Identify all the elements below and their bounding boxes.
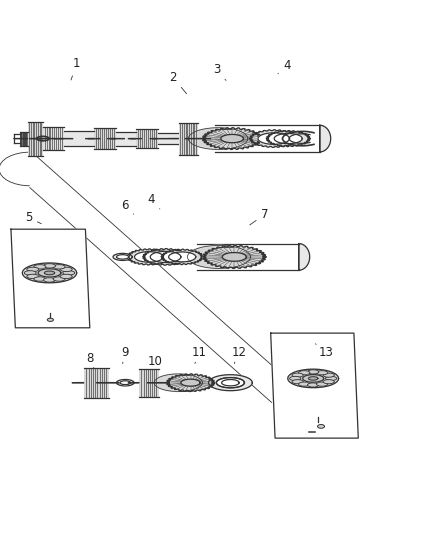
Ellipse shape bbox=[323, 379, 334, 384]
Polygon shape bbox=[274, 133, 302, 144]
Polygon shape bbox=[181, 379, 200, 386]
Bar bbox=[158, 133, 215, 144]
Polygon shape bbox=[117, 255, 129, 259]
Polygon shape bbox=[288, 369, 339, 387]
Polygon shape bbox=[166, 374, 215, 391]
Ellipse shape bbox=[318, 424, 325, 429]
Text: 11: 11 bbox=[192, 346, 207, 364]
Polygon shape bbox=[303, 375, 324, 382]
Polygon shape bbox=[208, 375, 252, 391]
Polygon shape bbox=[11, 229, 90, 328]
Polygon shape bbox=[143, 248, 188, 265]
Ellipse shape bbox=[34, 264, 46, 269]
Text: 10: 10 bbox=[148, 355, 163, 376]
Ellipse shape bbox=[43, 278, 56, 282]
Polygon shape bbox=[113, 253, 132, 261]
Bar bbox=[43, 127, 64, 150]
Ellipse shape bbox=[325, 376, 337, 381]
Ellipse shape bbox=[307, 383, 319, 387]
Polygon shape bbox=[188, 128, 248, 149]
Polygon shape bbox=[271, 333, 358, 438]
Polygon shape bbox=[266, 131, 310, 147]
Text: 9: 9 bbox=[121, 346, 129, 364]
Text: 8: 8 bbox=[86, 352, 94, 369]
Ellipse shape bbox=[317, 382, 328, 386]
Text: 7: 7 bbox=[250, 208, 269, 225]
Bar bbox=[84, 368, 109, 398]
Text: 12: 12 bbox=[231, 346, 246, 364]
Polygon shape bbox=[216, 377, 244, 388]
Polygon shape bbox=[202, 128, 262, 149]
Bar bbox=[136, 129, 158, 148]
Polygon shape bbox=[222, 379, 239, 386]
Ellipse shape bbox=[307, 370, 319, 374]
Bar bbox=[94, 128, 116, 149]
Text: 5: 5 bbox=[25, 211, 41, 224]
Ellipse shape bbox=[24, 271, 36, 275]
Text: 4: 4 bbox=[278, 59, 291, 74]
Ellipse shape bbox=[60, 274, 72, 279]
Polygon shape bbox=[134, 252, 163, 262]
Polygon shape bbox=[154, 374, 202, 391]
Ellipse shape bbox=[27, 274, 39, 279]
Ellipse shape bbox=[290, 376, 301, 381]
Text: 2: 2 bbox=[169, 71, 187, 94]
Polygon shape bbox=[161, 249, 203, 264]
Polygon shape bbox=[250, 130, 298, 147]
Text: 1: 1 bbox=[71, 58, 81, 80]
Polygon shape bbox=[320, 125, 331, 152]
Text: 4: 4 bbox=[147, 193, 160, 209]
Polygon shape bbox=[216, 377, 244, 388]
Polygon shape bbox=[299, 244, 310, 270]
Ellipse shape bbox=[27, 267, 39, 272]
Ellipse shape bbox=[63, 271, 75, 275]
Ellipse shape bbox=[47, 318, 53, 321]
Ellipse shape bbox=[60, 267, 72, 272]
Polygon shape bbox=[258, 133, 290, 144]
Ellipse shape bbox=[299, 370, 310, 375]
Polygon shape bbox=[22, 263, 77, 283]
Ellipse shape bbox=[299, 382, 310, 386]
Text: 13: 13 bbox=[315, 344, 334, 359]
Polygon shape bbox=[117, 379, 134, 386]
Text: 3: 3 bbox=[213, 63, 226, 80]
Polygon shape bbox=[223, 253, 246, 261]
Polygon shape bbox=[150, 252, 181, 262]
Polygon shape bbox=[38, 269, 61, 277]
Ellipse shape bbox=[53, 277, 65, 281]
Ellipse shape bbox=[292, 379, 303, 384]
Ellipse shape bbox=[34, 277, 46, 281]
Polygon shape bbox=[120, 381, 131, 385]
Bar bbox=[139, 369, 159, 397]
Polygon shape bbox=[221, 134, 244, 143]
Bar bbox=[64, 131, 94, 146]
Ellipse shape bbox=[53, 264, 65, 269]
Polygon shape bbox=[203, 245, 266, 269]
Polygon shape bbox=[308, 377, 318, 380]
Bar bbox=[28, 122, 43, 156]
Text: 6: 6 bbox=[121, 199, 134, 214]
Bar bbox=[179, 123, 198, 155]
Ellipse shape bbox=[292, 373, 303, 377]
Polygon shape bbox=[44, 271, 55, 275]
Polygon shape bbox=[169, 252, 196, 262]
Polygon shape bbox=[187, 245, 251, 269]
Ellipse shape bbox=[43, 264, 56, 268]
Ellipse shape bbox=[317, 370, 328, 375]
Ellipse shape bbox=[323, 373, 334, 377]
Polygon shape bbox=[127, 249, 171, 265]
Bar bbox=[116, 132, 136, 146]
